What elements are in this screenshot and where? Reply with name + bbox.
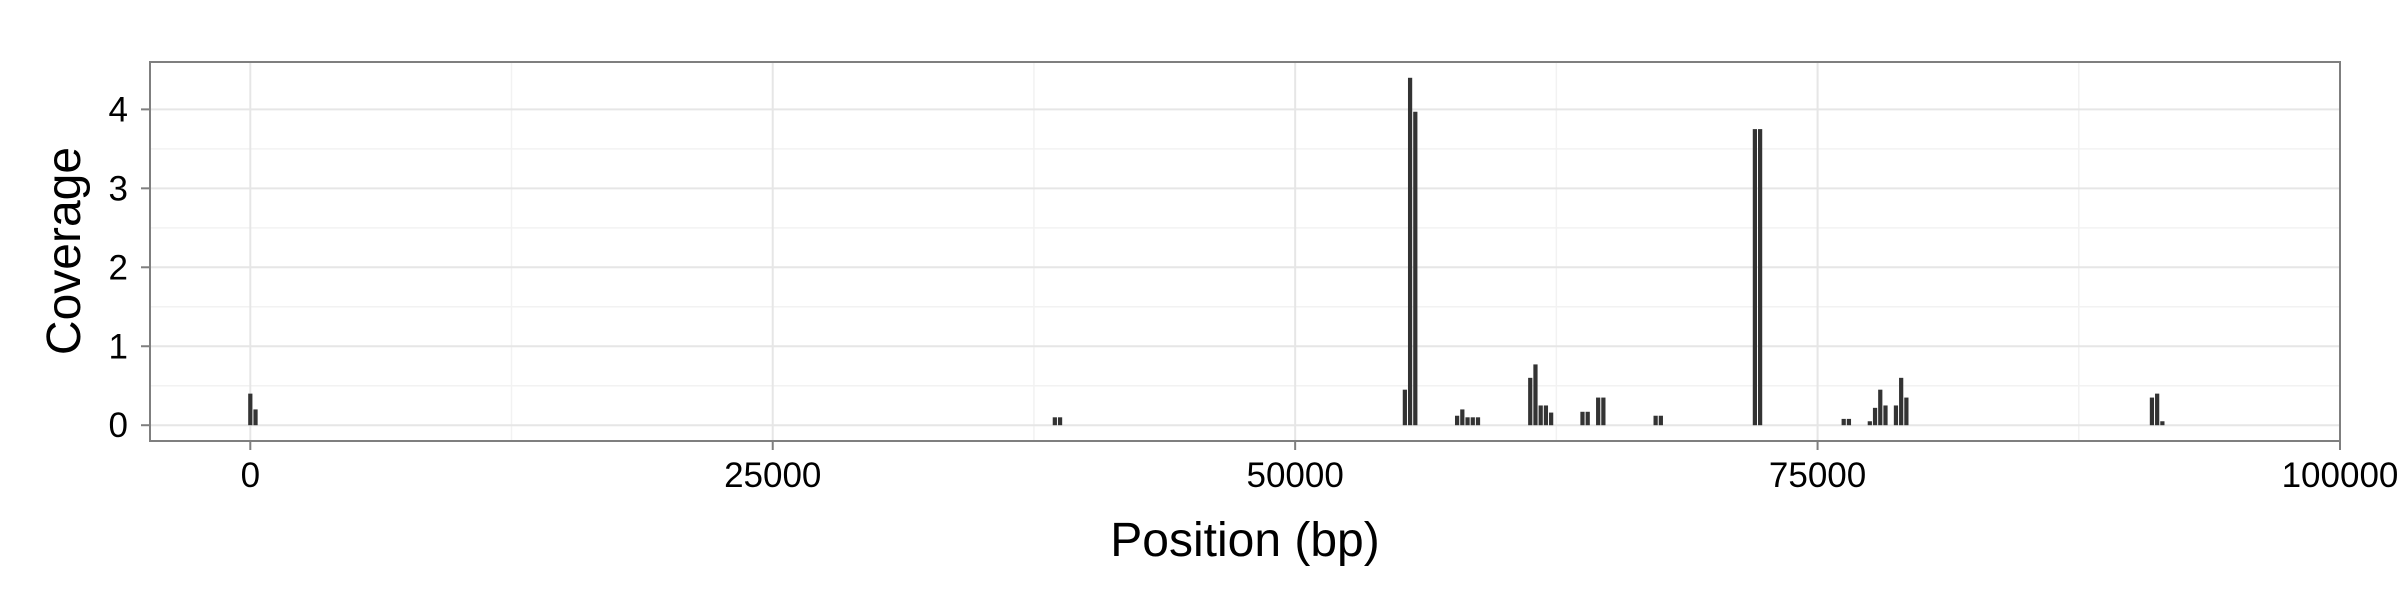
y-tick-label: 1	[109, 327, 128, 366]
x-axis: 0 25000 50000 75000 100000	[241, 441, 2399, 495]
y-axis: 0 1 2 3 4	[109, 90, 150, 445]
x-axis-title: Position (bp)	[1110, 514, 1379, 567]
coverage-bar	[1580, 411, 1585, 426]
coverage-bar	[1752, 129, 1757, 426]
coverage-bar	[1653, 415, 1658, 426]
x-tick-label: 0	[241, 456, 260, 495]
coverage-bar	[248, 393, 253, 426]
coverage-bar	[1872, 407, 1878, 426]
coverage-bar	[1841, 418, 1846, 426]
x-tick-label: 25000	[724, 456, 821, 495]
x-tick-label: 50000	[1246, 456, 1343, 495]
coverage-bar	[1585, 411, 1590, 426]
coverage-bar	[1057, 417, 1063, 426]
coverage-bar	[1904, 397, 1909, 426]
y-axis-title: Coverage	[38, 147, 91, 355]
coverage-bar	[1528, 377, 1533, 426]
coverage-bar	[253, 409, 258, 426]
coverage-bar	[2149, 397, 2155, 426]
coverage-bar	[1413, 111, 1418, 426]
coverage-bar	[1470, 417, 1475, 426]
coverage-bar	[1658, 415, 1663, 426]
coverage-bar	[2160, 421, 2165, 426]
coverage-bar	[1475, 417, 1481, 426]
x-tick-label: 75000	[1769, 456, 1866, 495]
coverage-bar	[2155, 393, 2160, 426]
coverage-bar	[1549, 412, 1554, 426]
coverage-bar	[1867, 421, 1872, 426]
y-tick-label: 2	[109, 248, 128, 287]
coverage-bar	[1899, 377, 1904, 426]
coverage-bar	[1596, 397, 1601, 426]
plot-border	[149, 61, 2341, 442]
coverage-bar	[1533, 364, 1538, 426]
coverage-bar	[1543, 405, 1549, 426]
minor-gridlines	[150, 62, 2340, 441]
bars-layer	[248, 77, 2165, 426]
y-tick-label: 0	[109, 406, 128, 445]
plot-panel	[150, 62, 2340, 441]
coverage-bar	[1883, 405, 1888, 426]
coverage-bar	[1407, 77, 1413, 426]
coverage-bar	[1757, 129, 1763, 426]
coverage-bar	[1460, 409, 1465, 426]
coverage-bar	[1878, 389, 1883, 426]
coverage-bar	[1893, 405, 1899, 426]
coverage-bar	[1454, 415, 1460, 426]
coverage-bar	[1465, 417, 1470, 426]
coverage-bar	[1052, 417, 1057, 426]
y-tick-label: 3	[109, 169, 128, 208]
x-tick-label: 100000	[2282, 456, 2399, 495]
coverage-bar	[1538, 405, 1543, 426]
coverage-bar	[1601, 397, 1606, 426]
y-tick-label: 4	[109, 90, 128, 129]
coverage-bar	[1846, 418, 1852, 426]
coverage-bar	[1402, 389, 1407, 426]
